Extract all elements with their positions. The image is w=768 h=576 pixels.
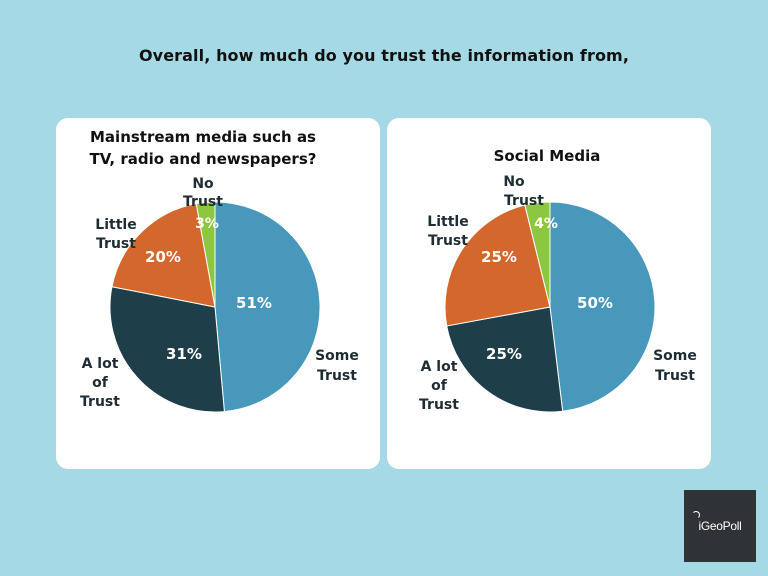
slice-value-label-some-trust: 50% xyxy=(577,294,613,312)
chart-main-title: Overall, how much do you trust the infor… xyxy=(138,46,630,65)
slice-value-label-no-trust: 4% xyxy=(534,216,558,232)
slice-category-label-a-lot-of-trust: of xyxy=(92,375,109,391)
geopoll-logo: iGeoPoll xyxy=(684,490,756,562)
pie-slice-a-lot-of-trust xyxy=(109,286,225,413)
slice-value-label-a-lot-of-trust: 31% xyxy=(166,345,202,363)
social-media-pie-chart: Social Media 50% 25% 25% 4% Some Trust A lot of T… xyxy=(419,147,697,413)
slice-category-label-no-trust: Trust xyxy=(504,193,544,209)
slice-category-label-little-trust: Little xyxy=(95,217,136,233)
slice-value-label-a-lot-of-trust: 25% xyxy=(486,345,522,363)
slice-category-label-little-trust: Trust xyxy=(428,233,468,249)
slice-category-label-no-trust: No xyxy=(503,174,525,190)
slice-category-label-no-trust: Trust xyxy=(183,194,223,210)
signal-icon xyxy=(692,511,700,519)
slice-category-label-some-trust: Some xyxy=(653,348,697,364)
pie-slice-little-trust xyxy=(444,204,551,327)
slice-value-label-no-trust: 3% xyxy=(195,216,219,232)
mainstream-media-pie-chart: Mainstream media such as TV, radio and ne… xyxy=(80,128,359,413)
pie-slice-little-trust xyxy=(111,203,216,308)
pie-slice-some-trust xyxy=(214,201,321,413)
pie-slice-no-trust xyxy=(524,201,551,308)
slice-category-label-some-trust: Some xyxy=(315,348,359,364)
slice-category-label-a-lot-of-trust: A lot xyxy=(82,356,119,372)
chart-title-line: Social Media xyxy=(494,147,601,165)
social-media-chart-card: Social Media 50% 25% 25% 4% Some Trust A lot of T… xyxy=(387,118,711,469)
slice-category-label-a-lot-of-trust: of xyxy=(431,378,448,394)
slice-value-label-little-trust: 25% xyxy=(481,248,517,266)
pie-slice-some-trust xyxy=(549,201,656,412)
slice-category-label-some-trust: Trust xyxy=(317,368,357,384)
slice-category-label-a-lot-of-trust: Trust xyxy=(80,394,120,410)
chart-title-line: Mainstream media such as xyxy=(90,128,316,146)
slice-category-label-a-lot-of-trust: A lot xyxy=(421,359,458,375)
pie-slice-a-lot-of-trust xyxy=(446,306,564,413)
pie-slice-no-trust xyxy=(195,201,216,308)
slice-category-label-no-trust: No xyxy=(192,176,214,192)
slice-category-label-some-trust: Trust xyxy=(655,368,695,384)
slice-category-label-little-trust: Trust xyxy=(96,236,136,252)
mainstream-media-chart-card: Mainstream media such as TV, radio and ne… xyxy=(56,118,380,469)
chart-title-line: TV, radio and newspapers? xyxy=(90,150,317,168)
slice-category-label-a-lot-of-trust: Trust xyxy=(419,397,459,413)
logo-text: iGeoPoll xyxy=(698,519,742,533)
slice-value-label-some-trust: 51% xyxy=(236,294,272,312)
slice-category-label-little-trust: Little xyxy=(427,214,468,230)
slice-value-label-little-trust: 20% xyxy=(145,248,181,266)
